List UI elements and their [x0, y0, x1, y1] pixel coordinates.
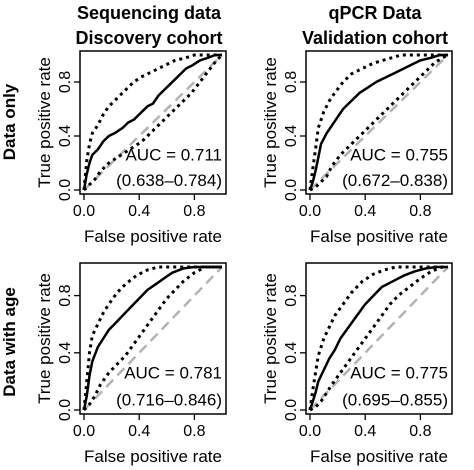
x-axis-label: False positive rate — [84, 447, 222, 466]
column-title-2-line-1: qPCR Data — [328, 3, 422, 23]
auc-value: AUC = 0.775 — [350, 364, 448, 383]
y-axis-label: True positive rate — [261, 57, 280, 188]
x-tick-label: 0.8 — [183, 423, 205, 440]
x-tick-label: 0.4 — [354, 423, 376, 440]
auc-value: AUC = 0.781 — [124, 364, 222, 383]
roc-panel-2: 0.0 0.0 0.4 0.4 0.8 0.8 False positive rate Tru… — [261, 50, 453, 246]
auc-confidence-interval: (0.695–0.855) — [342, 391, 448, 410]
roc-curve — [308, 53, 448, 191]
y-tick-label: 0.8 — [283, 71, 300, 93]
plot-frame — [305, 262, 453, 415]
y-tick-label: 0.0 — [283, 179, 300, 201]
auc-confidence-interval: (0.716–0.846) — [116, 391, 222, 410]
x-tick-label: 0.8 — [409, 423, 431, 440]
ci-lower-line — [309, 265, 448, 412]
x-tick-label: 0.8 — [183, 203, 205, 220]
y-tick-label: 0.8 — [57, 284, 74, 306]
column-title-1-line-2: Discovery cohort — [75, 28, 222, 48]
x-tick-label: 0.4 — [128, 423, 150, 440]
reference-diagonal — [83, 54, 223, 191]
y-tick-label: 0.4 — [57, 342, 74, 364]
x-tick-label: 0.4 — [128, 203, 150, 220]
x-tick-label: 0.0 — [73, 203, 95, 220]
roc-curve — [82, 53, 222, 191]
column-title-2-line-2: Validation cohort — [302, 28, 448, 48]
row-label-data-with-age: Data with age — [0, 287, 19, 397]
x-axis-label: False positive rate — [84, 227, 222, 246]
plot-frame — [79, 50, 227, 195]
auc-confidence-interval: (0.638–0.784) — [116, 171, 222, 190]
y-tick-label: 0.4 — [283, 342, 300, 364]
x-tick-label: 0.0 — [299, 423, 321, 440]
y-tick-label: 0.0 — [57, 179, 74, 201]
x-tick-label: 0.0 — [299, 203, 321, 220]
ci-upper-line — [308, 53, 448, 191]
y-axis-label: True positive rate — [35, 273, 54, 404]
reference-diagonal — [309, 54, 449, 191]
y-tick-label: 0.4 — [283, 125, 300, 147]
plot-frame — [305, 50, 453, 195]
y-tick-label: 0.4 — [57, 125, 74, 147]
roc-panel-1: 0.0 0.0 0.4 0.4 0.8 0.8 False positive rate Tru… — [35, 50, 227, 246]
panels: 0.0 0.0 0.4 0.4 0.8 0.8 False positive rate Tru… — [35, 50, 453, 466]
roc-curve — [82, 265, 222, 411]
row-label-data-only: Data only — [0, 83, 19, 160]
auc-value: AUC = 0.711 — [125, 145, 222, 164]
auc-confidence-interval: (0.672–0.838) — [342, 171, 448, 190]
ci-upper-line — [308, 265, 448, 411]
ci-upper-line — [82, 265, 222, 411]
roc-panel-4: 0.0 0.0 0.4 0.4 0.8 0.8 False positive rate Tru… — [261, 262, 453, 466]
x-axis-label: False positive rate — [310, 227, 448, 246]
reference-diagonal — [309, 266, 449, 411]
reference-diagonal — [83, 266, 223, 411]
y-axis-label: True positive rate — [35, 57, 54, 188]
x-tick-label: 0.0 — [73, 423, 95, 440]
x-axis-label: False positive rate — [310, 447, 448, 466]
roc-panel-3: 0.0 0.0 0.4 0.4 0.8 0.8 False positive rate Tru… — [35, 262, 227, 466]
y-tick-label: 0.0 — [57, 399, 74, 421]
y-tick-label: 0.8 — [57, 71, 74, 93]
roc-curve — [308, 265, 448, 411]
y-tick-label: 0.0 — [283, 399, 300, 421]
plot-frame — [79, 262, 227, 415]
x-tick-label: 0.8 — [409, 203, 431, 220]
x-tick-label: 0.4 — [354, 203, 376, 220]
ci-lower-line — [309, 53, 449, 192]
auc-value: AUC = 0.755 — [350, 145, 448, 164]
column-title-1-line-1: Sequencing data — [77, 3, 222, 23]
y-axis-label: True positive rate — [261, 273, 280, 404]
y-tick-label: 0.8 — [283, 284, 300, 306]
